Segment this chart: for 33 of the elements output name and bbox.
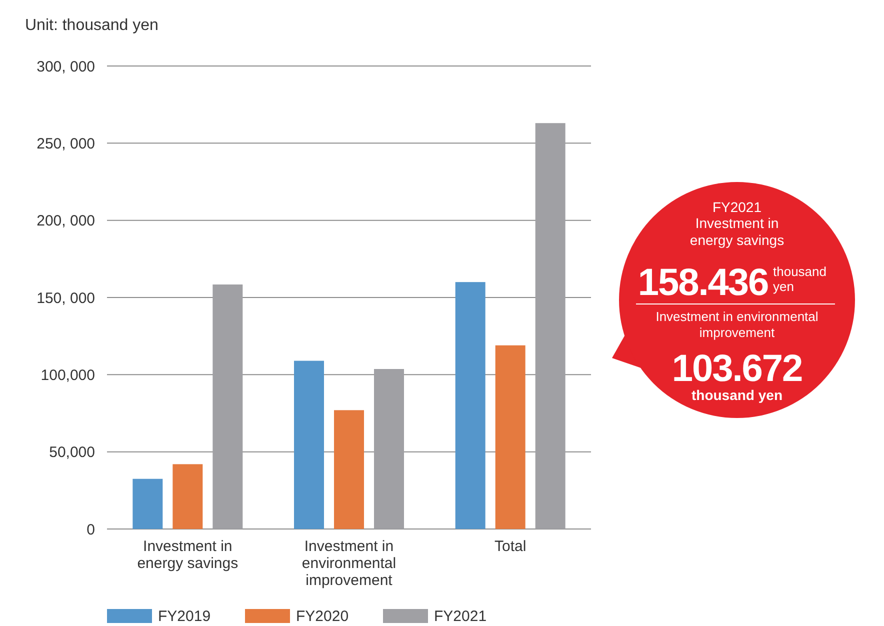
y-tick-label: 100,000 [40,366,95,384]
legend-label: FY2021 [434,608,487,625]
y-tick-label: 50,000 [49,444,95,462]
y-axis-title: Unit: thousand yen [25,17,158,34]
bar [212,284,243,529]
y-tick-label: 0 [86,521,95,538]
y-tick-label: 200, 000 [36,212,95,230]
text: thousand yen [691,387,783,403]
x-tick-label: Total [494,538,526,555]
bar [374,369,404,529]
text: improvement [699,325,775,340]
y-tick-label: 150, 000 [36,290,95,307]
text: 103.672 [672,348,802,390]
text: Investment in [695,215,779,231]
y-tick-label: 300, 000 [36,58,95,76]
x-tick-label: Investment in energy savings [137,538,238,572]
bar [535,123,566,529]
bar [334,410,364,529]
text: Investment in environmental [656,309,818,324]
text: energy savings [690,232,784,248]
legend-label: FY2020 [296,608,349,625]
text: yen [773,279,794,294]
bar [495,345,526,529]
x-tick-label: Investment in environmental improvement [302,538,396,589]
text: 158.436 [638,262,768,304]
text: FY2021 [712,199,762,215]
bar [455,282,486,529]
bar [172,464,203,529]
text: thousand [773,264,826,279]
bar [132,478,163,529]
legend-label: FY2019 [158,608,211,625]
bar [294,360,324,529]
y-tick-label: 250, 000 [36,135,95,152]
